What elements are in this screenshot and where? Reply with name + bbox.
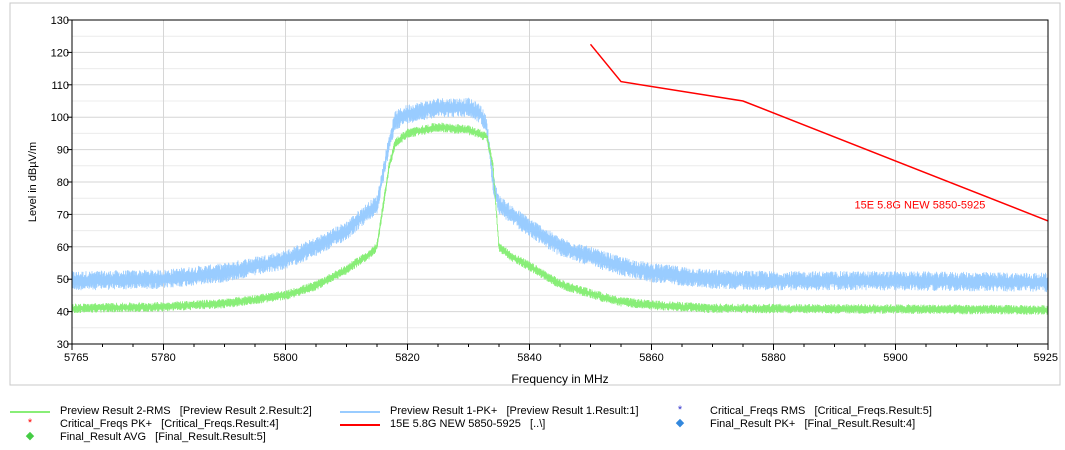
legend-marker-icon: ◆ bbox=[25, 430, 35, 442]
y-tick-label: 90 bbox=[57, 145, 69, 157]
x-tick-label: 5780 bbox=[151, 352, 175, 364]
y-tick-label: 70 bbox=[57, 209, 69, 221]
axis-ticks: 30 40 50 60 70 80 90 100 110 120 130 5765 5780 5800 58… bbox=[51, 15, 1058, 364]
annotation-layer: 15E 5.8G NEW 5850-5925 bbox=[854, 200, 985, 212]
y-tick-label: 40 bbox=[57, 307, 69, 319]
emission-chart: 30 40 50 60 70 80 90 100 110 120 130 5765 5780 5800 58… bbox=[9, 2, 1061, 386]
legend-label: Preview Result 1-PK+ [Preview Result 1.R… bbox=[390, 405, 639, 417]
y-tick-label: 110 bbox=[51, 80, 69, 92]
x-tick-label: 5800 bbox=[273, 352, 297, 364]
x-axis-label: Frequency in MHz bbox=[511, 372, 608, 386]
y-tick-label: 130 bbox=[51, 15, 69, 27]
legend-label: Final_Result PK+ [Final_Result.Result:4] bbox=[710, 418, 916, 430]
legend-line-swatch bbox=[340, 419, 380, 430]
y-tick-label: 50 bbox=[57, 274, 69, 286]
y-tick-label: 80 bbox=[57, 177, 69, 189]
chart-legend: Preview Result 2-RMS [Preview Result 2.R… bbox=[0, 404, 1065, 450]
legend-marker-icon: * bbox=[677, 404, 683, 416]
legend-label: Critical_Freqs RMS [Critical_Freqs.Resul… bbox=[710, 405, 932, 417]
legend-label: Final_Result AVG [Final_Result.Result:5] bbox=[60, 431, 266, 443]
x-tick-label: 5820 bbox=[395, 352, 419, 364]
legend-line-swatch bbox=[10, 406, 50, 417]
x-tick-label: 5900 bbox=[883, 352, 907, 364]
y-tick-label: 30 bbox=[57, 339, 69, 351]
y-tick-label: 60 bbox=[57, 242, 69, 254]
legend-marker-icon: ◆ bbox=[675, 417, 685, 429]
y-tick-label: 120 bbox=[51, 47, 69, 59]
x-tick-label: 5840 bbox=[517, 352, 541, 364]
x-tick-label: 5765 bbox=[64, 352, 88, 364]
series-preview-result-1-pk bbox=[71, 97, 1049, 293]
legend-label: 15E 5.8G NEW 5850-5925 [..\] bbox=[390, 418, 546, 430]
x-tick-label: 5860 bbox=[639, 352, 663, 364]
x-tick-label: 5880 bbox=[761, 352, 785, 364]
limit-annotation: 15E 5.8G NEW 5850-5925 bbox=[854, 200, 985, 212]
plot-border bbox=[71, 19, 1049, 345]
y-tick-label: 100 bbox=[51, 112, 69, 124]
legend-label: Preview Result 2-RMS [Preview Result 2.R… bbox=[60, 405, 312, 417]
series-15e-5-8g-new-5850-5925 bbox=[589, 43, 1049, 222]
legend-marker-icon: * bbox=[27, 417, 33, 429]
grid bbox=[71, 19, 1049, 345]
chart-frame bbox=[9, 2, 1061, 386]
legend-line-swatch bbox=[340, 406, 380, 417]
legend-label: Critical_Freqs PK+ [Critical_Freqs.Resul… bbox=[60, 418, 279, 430]
series-preview-result-2-rms bbox=[71, 122, 1049, 315]
x-tick-label: 5925 bbox=[1034, 352, 1058, 364]
series-layer bbox=[71, 43, 1049, 315]
y-axis-label: Level in dBµV/m bbox=[27, 142, 39, 222]
